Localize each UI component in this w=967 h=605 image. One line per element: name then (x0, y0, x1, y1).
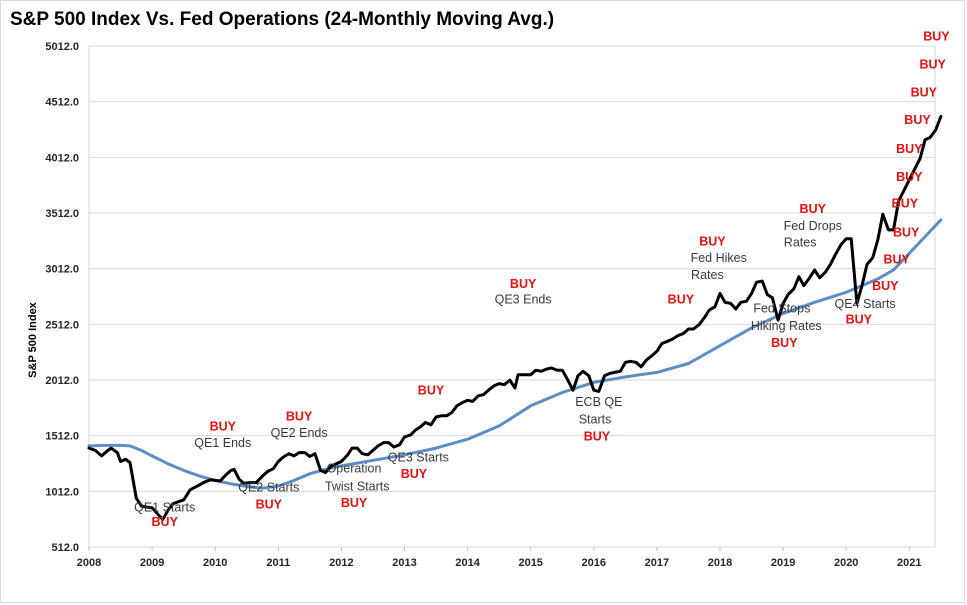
x-tick-label: 2008 (77, 557, 101, 569)
event-annotation: Hiking Rates (751, 319, 822, 333)
event-annotation: Starts (579, 413, 612, 427)
buy-annotation: BUY (883, 252, 910, 266)
buy-annotation: BUY (800, 202, 827, 216)
x-tick-label: 2018 (708, 557, 732, 569)
event-annotation: Rates (784, 236, 817, 250)
y-tick-label: 2012.0 (45, 375, 79, 387)
x-tick-label: 2020 (834, 557, 858, 569)
event-annotation: Operation (327, 462, 382, 476)
x-tick-label: 2011 (266, 557, 290, 569)
moving-average-line (87, 218, 943, 490)
x-tick-label: 2019 (771, 557, 795, 569)
event-annotation: QE3 Starts (388, 450, 449, 464)
event-annotation: QE2 Ends (271, 426, 328, 440)
x-tick-label: 2017 (645, 557, 669, 569)
buy-annotation: BUY (256, 497, 283, 511)
x-tick-label: 2009 (140, 557, 164, 569)
chart-title: S&P 500 Index Vs. Fed Operations (24-Mon… (10, 9, 555, 30)
event-annotation: Rates (691, 268, 724, 282)
buy-annotation: BUY (892, 197, 919, 211)
buy-annotation: BUY (418, 384, 445, 398)
x-tick-label: 2010 (203, 557, 227, 569)
buy-annotation: BUY (896, 142, 923, 156)
event-annotation: QE3 Ends (495, 292, 552, 306)
y-tick-label: 1512.0 (45, 431, 79, 443)
event-annotation: ECB QE (575, 395, 622, 409)
event-annotation: QE1 Ends (194, 436, 251, 450)
buy-annotation: BUY (401, 467, 428, 481)
event-annotation: Twist Starts (325, 479, 390, 493)
x-tick-label: 2015 (518, 557, 542, 569)
buy-annotation: BUY (286, 409, 313, 423)
event-annotation: Fed Stops (753, 301, 810, 315)
buy-annotation: BUY (923, 30, 950, 44)
buy-annotation: BUY (896, 170, 923, 184)
buy-annotation: BUY (210, 419, 237, 433)
y-tick-label: 1012.0 (45, 486, 79, 498)
x-tick-label: 2021 (897, 557, 921, 569)
event-annotation: Fed Hikes (691, 251, 747, 265)
y-tick-label: 2512.0 (45, 319, 79, 331)
buy-annotation: BUY (904, 113, 931, 127)
x-tick-label: 2013 (392, 557, 416, 569)
buy-annotation: BUY (341, 496, 368, 510)
buy-annotation: BUY (911, 85, 938, 99)
buy-annotation: BUY (771, 336, 798, 350)
event-annotation: QE1 Starts (134, 501, 195, 515)
y-tick-label: 512.0 (51, 542, 79, 554)
x-tick-label: 2016 (582, 557, 606, 569)
y-tick-label: 4512.0 (45, 97, 79, 109)
buy-annotation: BUY (846, 312, 873, 326)
event-annotation: Fed Drops (784, 219, 842, 233)
sp500-index-line (87, 114, 943, 521)
buy-annotation: BUY (668, 292, 695, 306)
y-axis-label: S&P 500 Index (27, 301, 39, 377)
buy-annotation: BUY (872, 279, 899, 293)
buy-annotation: BUY (893, 226, 920, 240)
buy-annotation: BUY (699, 235, 726, 249)
y-tick-label: 5012.0 (45, 41, 79, 53)
event-annotation: QE4 Starts (835, 297, 896, 311)
y-tick-label: 4012.0 (45, 152, 79, 164)
buy-annotation: BUY (152, 515, 179, 529)
gridlines (88, 45, 936, 548)
annotations: QE1 Starts BUY BUY QE1 Ends QE2 Starts BUY BUY… (134, 30, 950, 529)
buy-annotation: BUY (919, 57, 946, 71)
y-tick-label: 3512.0 (45, 208, 79, 220)
x-tick-label: 2012 (329, 557, 353, 569)
event-annotation: QE2 Starts (238, 481, 299, 495)
y-tick-label: 3012.0 (45, 264, 79, 276)
x-tick-label: 2014 (455, 557, 480, 569)
buy-annotation: BUY (584, 429, 611, 443)
series-lines (87, 114, 943, 521)
buy-annotation: BUY (510, 277, 537, 291)
axes: 512.0 1012.0 1512.0 2012.0 2512.0 3012.0 3512.… (45, 41, 921, 569)
